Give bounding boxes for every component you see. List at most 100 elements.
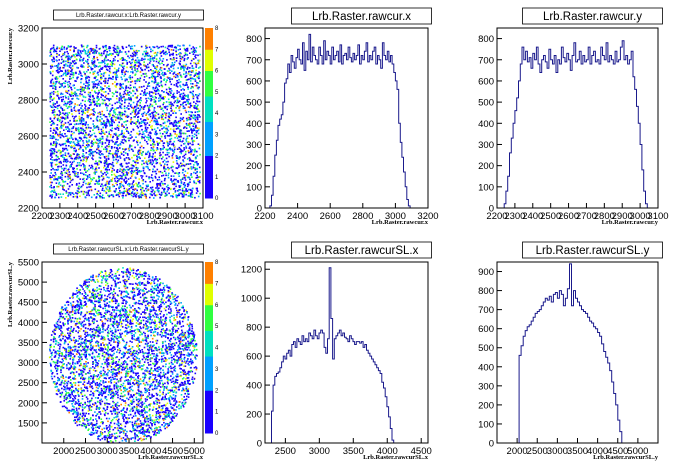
- heatmap-cell: [90, 101, 92, 104]
- heatmap-cell: [60, 46, 63, 49]
- y-tick-label: 800: [478, 34, 494, 45]
- heatmap-cell: [171, 157, 174, 159]
- heatmap-cell: [186, 68, 189, 70]
- heatmap-cell: [115, 162, 118, 165]
- heatmap-cell: [100, 171, 102, 173]
- heatmap-cell: [141, 133, 144, 136]
- heatmap-cell: [75, 80, 77, 82]
- heatmap-cell: [105, 160, 108, 162]
- y-tick-label: 400: [478, 119, 494, 130]
- heatmap-cell: [104, 436, 106, 439]
- heatmap-cell: [80, 81, 82, 84]
- heatmap-cell: [112, 152, 114, 155]
- heatmap-cell: [168, 187, 171, 190]
- heatmap-cell: [135, 136, 137, 138]
- heatmap-cell: [187, 143, 190, 146]
- heatmap-cell: [179, 55, 181, 58]
- heatmap-cell: [72, 84, 75, 87]
- heatmap-cell: [70, 91, 73, 94]
- heatmap-cell: [146, 165, 149, 168]
- heatmap-cell: [87, 62, 90, 65]
- heatmap-cell: [83, 166, 85, 168]
- heatmap-cell: [157, 370, 159, 373]
- heatmap-cell: [158, 190, 160, 192]
- heatmap-cell: [158, 358, 160, 361]
- heatmap-cell: [113, 352, 115, 355]
- heatmap-cell: [185, 145, 187, 148]
- heatmap-cell: [97, 365, 99, 368]
- heatmap-cell: [60, 311, 63, 313]
- heatmap-cell: [71, 113, 73, 115]
- heatmap-cell: [198, 121, 201, 123]
- heatmap-cell: [143, 91, 146, 93]
- heatmap-cell: [145, 50, 147, 52]
- heatmap-cell: [102, 173, 104, 175]
- heatmap-cell: [104, 160, 106, 163]
- heatmap-cell: [170, 92, 172, 94]
- heatmap-cell: [134, 51, 136, 54]
- heatmap-cell: [79, 137, 81, 139]
- heatmap-cell: [180, 182, 183, 184]
- heatmap-cell: [108, 435, 111, 438]
- heatmap-cell: [61, 93, 64, 95]
- heatmap-cell: [127, 105, 129, 107]
- heatmap-cell: [140, 125, 143, 127]
- heatmap-cell: [68, 130, 71, 133]
- heatmap-cell: [49, 121, 51, 123]
- heatmap-cell: [160, 81, 162, 84]
- heatmap-cell: [80, 164, 82, 167]
- heatmap-cell: [50, 152, 52, 155]
- heatmap-cell: [165, 168, 167, 170]
- heatmap-cell: [132, 429, 134, 432]
- heatmap-cell: [158, 170, 160, 173]
- heatmap-cell: [101, 132, 104, 134]
- heatmap-cell: [144, 127, 147, 130]
- heatmap-cell: [194, 126, 197, 129]
- heatmap-cell: [108, 54, 110, 56]
- heatmap-cell: [111, 124, 113, 127]
- heatmap-cell: [111, 95, 114, 98]
- heatmap-cells: [49, 44, 201, 199]
- heatmap-cell: [73, 109, 76, 112]
- heatmap-cell: [116, 161, 119, 163]
- heatmap-cell: [84, 124, 87, 126]
- heatmap-cell: [87, 85, 89, 87]
- heatmap-cell: [180, 58, 183, 60]
- heatmap-cell: [66, 183, 69, 185]
- heatmap-cell: [78, 162, 81, 164]
- heatmap-cell: [196, 164, 199, 167]
- heatmap-cell: [184, 150, 187, 153]
- heatmap-cell: [107, 347, 109, 349]
- heatmap-cell: [170, 90, 173, 92]
- heatmap-cell: [104, 49, 107, 52]
- heatmap-cell: [53, 105, 56, 108]
- heatmap-cell: [182, 325, 185, 327]
- heatmap-cell: [105, 94, 107, 97]
- heatmap-cell: [157, 123, 160, 126]
- heatmap-cell: [49, 186, 51, 188]
- heatmap-cell: [89, 91, 92, 94]
- heatmap-cell: [56, 100, 58, 103]
- heatmap-cell: [196, 150, 198, 153]
- heatmap-cell: [176, 127, 179, 130]
- heatmap-cell: [145, 190, 148, 192]
- heatmap-cell: [154, 117, 156, 120]
- heatmap-cell: [187, 137, 189, 140]
- heatmap-cell: [134, 332, 137, 334]
- heatmap-cell: [127, 321, 129, 324]
- heatmap-cell: [50, 165, 53, 167]
- heatmap-cell: [123, 91, 126, 93]
- heatmap-cell: [179, 337, 182, 339]
- heatmap-cell: [171, 122, 173, 125]
- heatmap-cell: [132, 54, 135, 56]
- heatmap-cell: [127, 165, 129, 168]
- heatmap-cell: [79, 127, 82, 129]
- heatmap-cell: [141, 113, 143, 116]
- heatmap-cell: [59, 112, 62, 115]
- heatmap-cell: [101, 135, 104, 138]
- heatmap-cell: [90, 196, 93, 199]
- heatmap-cell: [186, 50, 189, 52]
- heatmap-cell: [168, 116, 170, 118]
- heatmap-cell: [143, 172, 146, 174]
- title-text: Lrb.Raster.rawcurSL.x:Lrb.Raster.rawcurS…: [68, 247, 188, 253]
